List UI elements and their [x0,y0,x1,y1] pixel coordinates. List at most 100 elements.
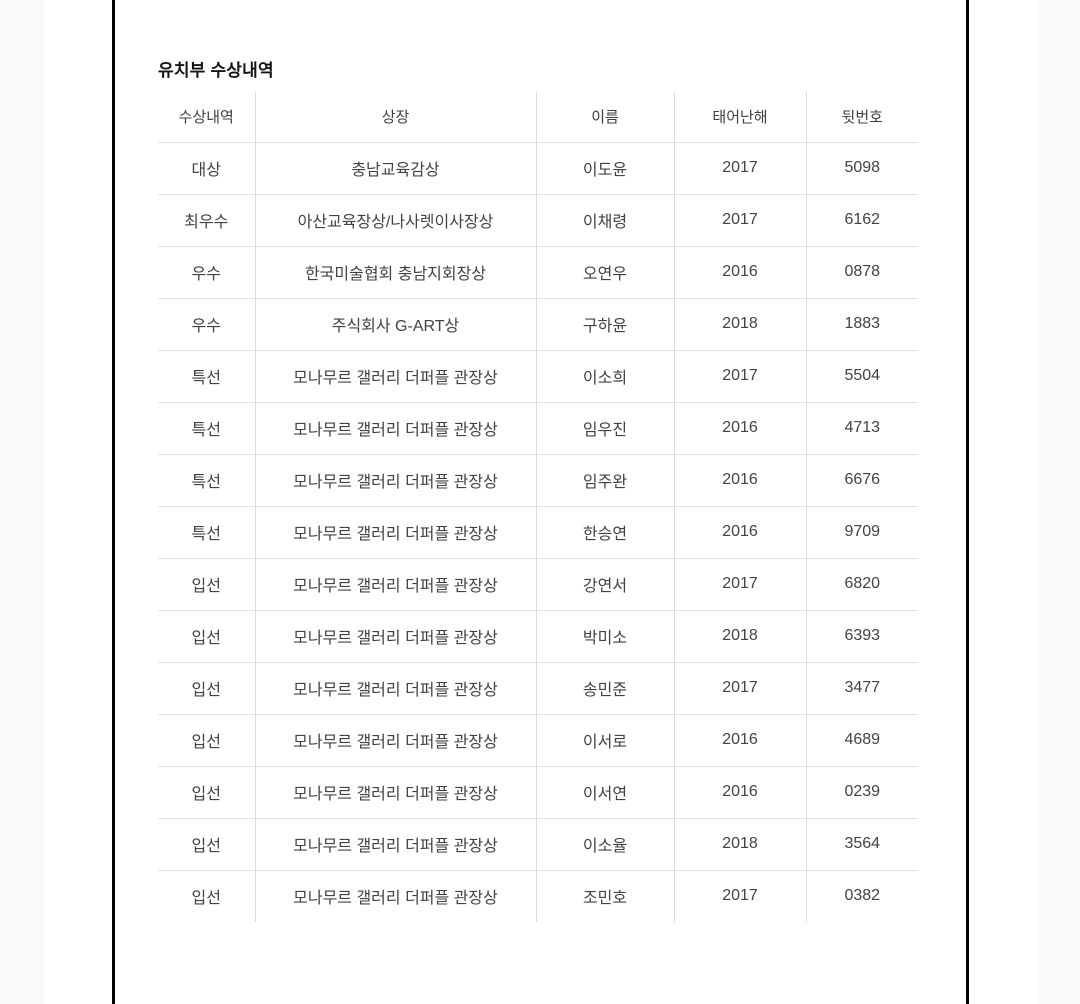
table-cell: 모나무르 갤러리 더퍼플 관장상 [254,506,536,558]
table-cell: 2017 [673,870,806,922]
table-cell: 5098 [805,142,918,194]
table-cell: 3477 [805,662,918,714]
table-cell: 이채령 [535,194,674,246]
table-cell: 조민호 [535,870,674,922]
table-row: 입선 모나무르 갤러리 더퍼플 관장상 송민준 2017 3477 [158,662,918,714]
table-cell: 임우진 [535,402,674,454]
table-cell: 박미소 [535,610,674,662]
table-row: 특선 모나무르 갤러리 더퍼플 관장상 한승연 2016 9709 [158,506,918,558]
table-cell: 충남교육감상 [254,142,536,194]
table-row: 최우수 아산교육장상/나사렛이사장상 이채령 2017 6162 [158,194,918,246]
table-cell: 우수 [191,318,221,335]
table-row: 우수 주식회사 G-ART상 구하윤 2018 1883 [158,298,918,350]
table-row: 특선 모나무르 갤러리 더퍼플 관장상 이소희 2017 5504 [158,350,918,402]
table-cell: 이서로 [535,714,674,766]
table-row: 대상 충남교육감상 이도윤 2017 5098 [158,142,918,194]
table-cell: 특선 [191,370,221,387]
table-cell: 오연우 [535,246,674,298]
table-cell: 이소율 [535,818,674,870]
table-cell: 우수 [191,266,221,283]
table-cell: 모나무르 갤러리 더퍼플 관장상 [254,610,536,662]
table-row: 입선 모나무르 갤러리 더퍼플 관장상 조민호 2017 0382 [158,870,918,922]
table-cell: 이소희 [535,350,674,402]
table-cell: 입선 [191,578,221,595]
page-title: 유치부 수상내역 [158,61,274,80]
table-cell: 3564 [805,818,918,870]
table-cell: 모나무르 갤러리 더퍼플 관장상 [254,454,536,506]
table-cell: 0382 [805,870,918,922]
table-cell: 2017 [673,194,806,246]
table-cell: 2016 [673,714,806,766]
table-cell: 6676 [805,454,918,506]
table-row: 입선 모나무르 갤러리 더퍼플 관장상 이소율 2018 3564 [158,818,918,870]
table-cell: 6820 [805,558,918,610]
document-content: 유치부 수상내역 수상내역 상장 이름 태어난해 뒷번호 대상 충남교육감상 이도윤… [158,61,918,922]
column-header-award-rank: 수상내역 [178,109,234,127]
table-cell: 모나무르 갤러리 더퍼플 관장상 [254,662,536,714]
table-cell: 한승연 [535,506,674,558]
table-row: 입선 모나무르 갤러리 더퍼플 관장상 박미소 2018 6393 [158,610,918,662]
table-body: 대상 충남교육감상 이도윤 2017 5098 최우수 아산교육장상/나사렛이사장상 이채령 2… [158,142,918,922]
table-cell: 2018 [673,610,806,662]
table-cell: 4689 [805,714,918,766]
table-cell: 모나무르 갤러리 더퍼플 관장상 [254,402,536,454]
table-cell: 이도윤 [535,142,674,194]
column-header-certificate: 상장 [254,92,536,142]
table-cell: 모나무르 갤러리 더퍼플 관장상 [254,558,536,610]
page-edge-strip-left [0,0,44,1004]
table-cell: 특선 [191,474,221,491]
table-cell: 모나무르 갤러리 더퍼플 관장상 [254,350,536,402]
table-cell: 2016 [673,402,806,454]
table-cell: 입선 [191,630,221,647]
table-cell: 9709 [805,506,918,558]
table-cell: 2016 [673,766,806,818]
table-cell: 0239 [805,766,918,818]
table-cell: 5504 [805,350,918,402]
table-header-row: 수상내역 상장 이름 태어난해 뒷번호 [158,92,918,142]
table-cell: 모나무르 갤러리 더퍼플 관장상 [254,818,536,870]
table-cell: 입선 [191,786,221,803]
table-cell: 주식회사 G-ART상 [254,298,536,350]
table-row: 입선 모나무르 갤러리 더퍼플 관장상 이서연 2016 0239 [158,766,918,818]
column-header-back-number: 뒷번호 [805,92,918,142]
table-row: 우수 한국미술협회 충남지회장상 오연우 2016 0878 [158,246,918,298]
table-cell: 대상 [191,162,221,179]
table-cell: 입선 [191,838,221,855]
table-cell: 2017 [673,558,806,610]
table-cell: 모나무르 갤러리 더퍼플 관장상 [254,714,536,766]
table-cell: 4713 [805,402,918,454]
table-cell: 2016 [673,454,806,506]
table-cell: 이서연 [535,766,674,818]
table-cell: 2016 [673,246,806,298]
awards-table: 수상내역 상장 이름 태어난해 뒷번호 대상 충남교육감상 이도윤 2017 5098 최… [158,92,918,922]
table-cell: 0878 [805,246,918,298]
table-cell: 강연서 [535,558,674,610]
table-cell: 2017 [673,142,806,194]
table-cell: 2017 [673,350,806,402]
table-row: 입선 모나무르 갤러리 더퍼플 관장상 강연서 2017 6820 [158,558,918,610]
table-cell: 2018 [673,818,806,870]
table-cell: 6393 [805,610,918,662]
vertical-rule-left [112,0,115,1004]
table-cell: 구하윤 [535,298,674,350]
table-cell: 6162 [805,194,918,246]
column-header-birth-year: 태어난해 [673,92,806,142]
table-cell: 한국미술협회 충남지회장상 [254,246,536,298]
table-cell: 특선 [191,422,221,439]
table-cell: 최우수 [184,214,229,231]
table-cell: 송민준 [535,662,674,714]
table-cell: 입선 [191,734,221,751]
vertical-rule-right [966,0,969,1004]
table-cell: 1883 [805,298,918,350]
table-cell: 입선 [191,890,221,908]
page-edge-strip-right [1038,0,1080,1004]
table-cell: 특선 [191,526,221,543]
table-cell: 아산교육장상/나사렛이사장상 [254,194,536,246]
table-cell: 2016 [673,506,806,558]
table-row: 특선 모나무르 갤러리 더퍼플 관장상 임주완 2016 6676 [158,454,918,506]
table-row: 특선 모나무르 갤러리 더퍼플 관장상 임우진 2016 4713 [158,402,918,454]
table-cell: 모나무르 갤러리 더퍼플 관장상 [254,870,536,922]
table-row: 입선 모나무르 갤러리 더퍼플 관장상 이서로 2016 4689 [158,714,918,766]
table-cell: 2017 [673,662,806,714]
column-header-name: 이름 [535,92,674,142]
